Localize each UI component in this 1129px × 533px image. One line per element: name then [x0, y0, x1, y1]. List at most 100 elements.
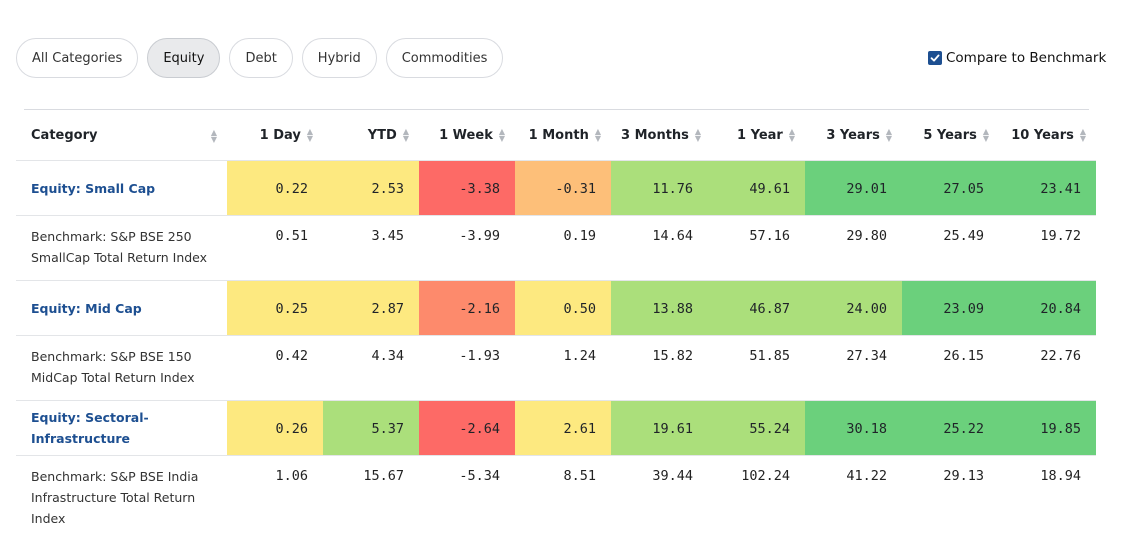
column-header-label: 1 Week — [439, 127, 493, 143]
return-cell-1-day: 0.26 — [227, 400, 323, 456]
benchmark-name: Benchmark: S&P BSE 150 MidCap Total Retu… — [16, 335, 227, 401]
sort-icon[interactable]: ▲ ▼ — [982, 127, 989, 143]
return-cell-10-years: 20.84 — [999, 280, 1096, 336]
return-cell-5-years: 23.09 — [902, 280, 999, 336]
return-cell-3-years: 29.01 — [805, 160, 902, 216]
return-cell-3-years: 24.00 — [805, 280, 902, 336]
return-cell-1-month: -0.31 — [515, 160, 611, 216]
column-header-label: 3 Months — [621, 127, 689, 143]
table-top-divider — [24, 109, 1089, 110]
return-cell-ytd: 3.45 — [323, 215, 419, 281]
benchmark-name: Benchmark: S&P BSE 250 SmallCap Total Re… — [16, 215, 227, 281]
table-header-row: Category ▲ ▼ 1 Day ▲ ▼ YTD ▲ ▼ 1 Week ▲ ▼ 1 Month ▲ ▼ 3… — [16, 110, 1096, 161]
filter-hybrid[interactable]: Hybrid — [301, 38, 377, 78]
return-cell-1-month: 0.50 — [515, 280, 611, 336]
return-cell-3-years: 41.22 — [805, 455, 902, 529]
return-cell-ytd: 5.37 — [323, 400, 419, 456]
column-header-label: 5 Years — [923, 127, 977, 143]
column-header-3-years[interactable]: 3 Years ▲ ▼ — [805, 110, 902, 161]
sort-icon[interactable]: ▲ ▼ — [306, 127, 313, 143]
return-cell-1-year: 49.61 — [708, 160, 805, 216]
return-cell-1-year: 102.24 — [708, 455, 805, 529]
return-cell-3-years: 27.34 — [805, 335, 902, 401]
compare-benchmark-checkbox[interactable] — [928, 51, 942, 65]
return-cell-1-year: 46.87 — [708, 280, 805, 336]
column-header-3-months[interactable]: 3 Months ▲ ▼ — [611, 110, 708, 161]
filter-debt[interactable]: Debt — [229, 38, 293, 78]
return-cell-1-year: 57.16 — [708, 215, 805, 281]
column-header-category[interactable]: Category ▲ ▼ — [16, 110, 227, 161]
return-cell-3-years: 30.18 — [805, 400, 902, 456]
benchmark-row: Benchmark: S&P BSE India Infrastructure … — [16, 455, 1096, 529]
checkmark-icon — [930, 54, 940, 62]
column-header-1-year[interactable]: 1 Year ▲ ▼ — [708, 110, 805, 161]
benchmark-row: Benchmark: S&P BSE 250 SmallCap Total Re… — [16, 215, 1096, 281]
filter-commodities[interactable]: Commodities — [385, 38, 504, 78]
return-cell-5-years: 29.13 — [902, 455, 999, 529]
column-header-label: 3 Years — [826, 127, 880, 143]
column-header-1-day[interactable]: 1 Day ▲ ▼ — [227, 110, 323, 161]
return-cell-1-week: -3.38 — [419, 160, 515, 216]
return-cell-1-month: 8.51 — [515, 455, 611, 529]
return-cell-1-week: -1.93 — [419, 335, 515, 401]
sort-icon[interactable]: ▲ ▼ — [885, 127, 892, 143]
return-cell-1-week: -5.34 — [419, 455, 515, 529]
return-cell-1-month: 0.19 — [515, 215, 611, 281]
return-cell-1-month: 1.24 — [515, 335, 611, 401]
return-cell-3-months: 11.76 — [611, 160, 708, 216]
compare-benchmark-toggle[interactable]: Compare to Benchmark — [928, 50, 1106, 66]
sort-icon[interactable]: ▲ ▼ — [694, 127, 702, 143]
sort-icon[interactable]: ▲ ▼ — [498, 127, 505, 143]
return-cell-5-years: 27.05 — [902, 160, 999, 216]
return-cell-3-months: 13.88 — [611, 280, 708, 336]
column-header-1-week[interactable]: 1 Week ▲ ▼ — [419, 110, 515, 161]
return-cell-ytd: 2.87 — [323, 280, 419, 336]
column-header-5-years[interactable]: 5 Years ▲ ▼ — [902, 110, 999, 161]
column-header-label: Category — [31, 127, 98, 143]
column-header-label: 1 Day — [259, 127, 301, 143]
sort-icon[interactable]: ▲ ▼ — [402, 127, 409, 143]
column-header-10-years[interactable]: 10 Years ▲ ▼ — [999, 110, 1096, 161]
return-cell-1-day: 0.51 — [227, 215, 323, 281]
return-cell-3-months: 14.64 — [611, 215, 708, 281]
column-header-label: 10 Years — [1011, 127, 1074, 143]
sort-icon[interactable]: ▲ ▼ — [788, 127, 795, 143]
category-link[interactable]: Equity: Small Cap — [16, 160, 227, 216]
column-header-label: YTD — [367, 127, 397, 143]
return-cell-10-years: 22.76 — [999, 335, 1096, 401]
column-header-1-month[interactable]: 1 Month ▲ ▼ — [515, 110, 611, 161]
return-cell-1-month: 2.61 — [515, 400, 611, 456]
return-cell-3-months: 19.61 — [611, 400, 708, 456]
return-cell-10-years: 19.85 — [999, 400, 1096, 456]
sort-icon[interactable]: ▲ ▼ — [210, 127, 217, 144]
return-cell-5-years: 25.22 — [902, 400, 999, 456]
return-cell-1-year: 51.85 — [708, 335, 805, 401]
sort-icon[interactable]: ▲ ▼ — [1079, 127, 1086, 143]
benchmark-name: Benchmark: S&P BSE India Infrastructure … — [16, 455, 227, 529]
return-cell-1-day: 1.06 — [227, 455, 323, 529]
category-row: Equity: Mid Cap 0.25 2.87 -2.16 0.50 13.88 46.… — [16, 280, 1096, 336]
return-cell-3-years: 29.80 — [805, 215, 902, 281]
category-row: Equity: Sectoral-Infrastructure 0.26 5.37-… — [16, 400, 1096, 456]
compare-benchmark-label: Compare to Benchmark — [946, 50, 1107, 66]
filter-all-categories[interactable]: All Categories — [16, 38, 139, 78]
return-cell-1-week: -2.16 — [419, 280, 515, 336]
return-cell-3-months: 39.44 — [611, 455, 708, 529]
category-link[interactable]: Equity: Mid Cap — [16, 280, 227, 336]
column-header-ytd[interactable]: YTD ▲ ▼ — [323, 110, 419, 161]
filter-equity[interactable]: Equity — [147, 38, 221, 78]
return-cell-1-day: 0.25 — [227, 280, 323, 336]
category-link[interactable]: Equity: Sectoral-Infrastructure — [16, 400, 227, 456]
column-header-label: 1 Month — [528, 127, 589, 143]
category-filter-bar: All Categories Equity Debt Hybrid Commod… — [16, 38, 504, 78]
table-body: Equity: Small Cap 0.22 2.53 -3.38 -0.31 11.76… — [16, 160, 1096, 529]
sort-icon[interactable]: ▲ ▼ — [594, 127, 601, 143]
category-row: Equity: Small Cap 0.22 2.53 -3.38 -0.31 11.76… — [16, 160, 1096, 216]
return-cell-10-years: 23.41 — [999, 160, 1096, 216]
return-cell-ytd: 2.53 — [323, 160, 419, 216]
return-cell-3-months: 15.82 — [611, 335, 708, 401]
return-cell-1-week: -2.64 — [419, 400, 515, 456]
return-cell-1-day: 0.22 — [227, 160, 323, 216]
return-cell-5-years: 25.49 — [902, 215, 999, 281]
return-cell-10-years: 19.72 — [999, 215, 1096, 281]
